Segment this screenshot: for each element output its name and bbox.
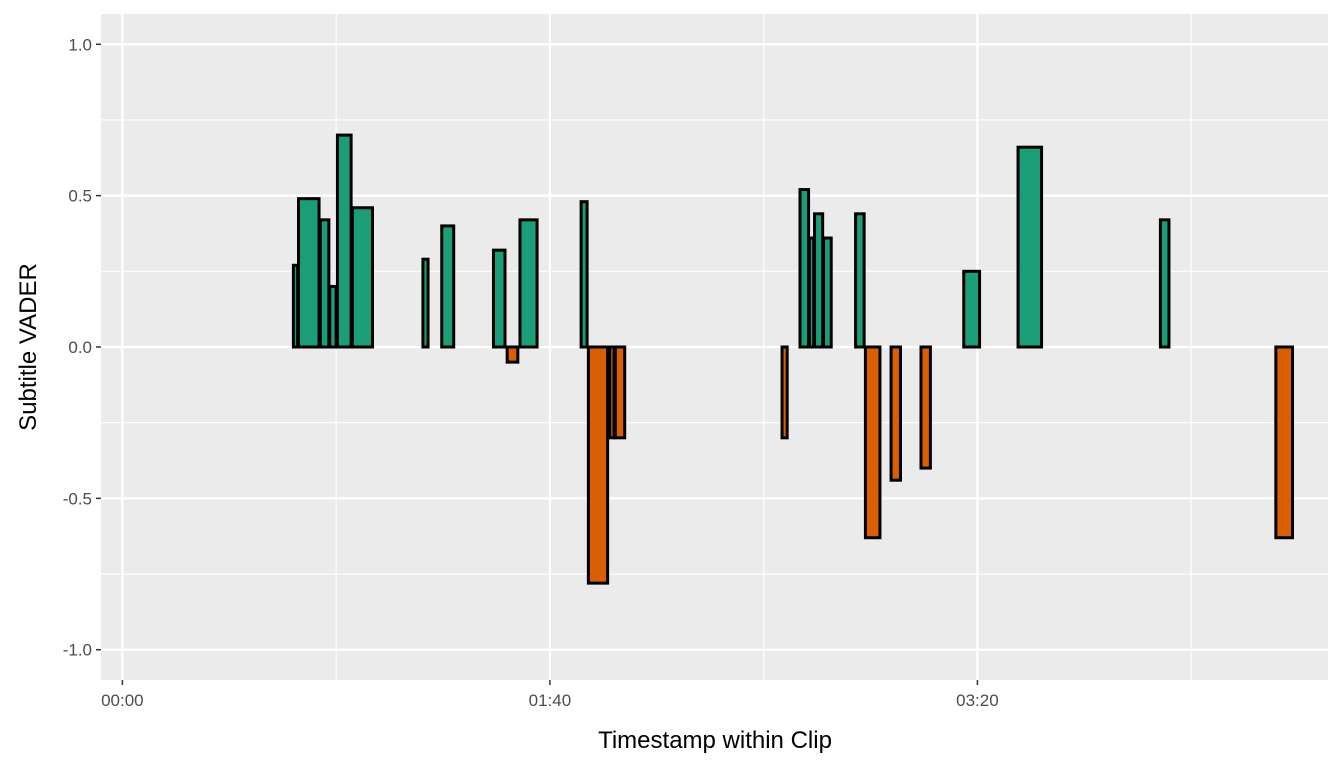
x-tick-label: 00:00 [101,691,144,710]
y-tick-label: -0.5 [63,489,92,508]
bar-positive [318,218,331,349]
bar-positive [350,206,374,349]
bar-positive [518,218,539,349]
bars-layer [291,133,1295,585]
bar-positive [335,133,353,349]
bar-positive [1016,145,1044,349]
bar-negative [613,345,627,440]
bar-negative [919,345,932,470]
bar-negative [1274,345,1295,540]
y-axis-title: Subtitle VADER [15,263,42,431]
bar-negative [863,345,882,540]
bar-positive [813,212,825,349]
bar-positive [822,236,833,349]
bar-negative [780,345,789,440]
y-tick-label: 0.0 [68,338,92,357]
y-tick-label: 0.5 [68,187,92,206]
x-tick-label: 03:20 [956,691,999,710]
bar-negative [505,345,520,364]
x-tick-label: 01:40 [529,691,572,710]
bar-positive [440,224,456,349]
x-axis-title: Timestamp within Clip [598,727,832,754]
bar-positive [421,257,430,349]
bar-positive [1158,218,1171,349]
bar-positive [854,212,866,349]
bar-positive [962,269,982,349]
y-tick-label: 1.0 [68,35,92,54]
bar-positive [297,197,321,349]
x-axis: 00:00 01:40 03:20 [101,680,999,710]
bar-negative [586,345,610,585]
y-axis: 1.0 0.5 0.0 -0.5 -1.0 [63,35,101,660]
y-tick-label: -1.0 [63,641,92,660]
bar-negative [608,345,616,440]
bar-positive [491,248,507,349]
bar-positive [328,284,338,349]
bar-positive [798,188,811,349]
bar-negative [889,345,902,482]
bar-positive [579,200,589,349]
